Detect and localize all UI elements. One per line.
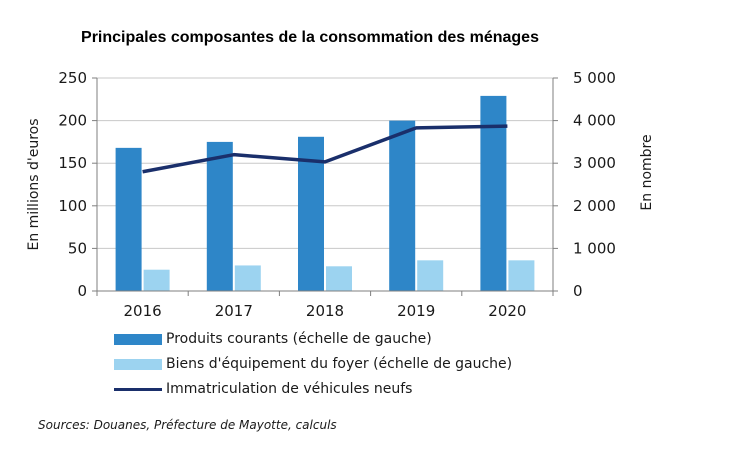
left-tick-label: 100 [58, 197, 87, 215]
source-note: Sources: Douanes, Préfecture de Mayotte,… [38, 418, 337, 432]
legend-line-immatriculation [114, 388, 162, 391]
left-tick-label: 250 [58, 69, 87, 87]
left-tick-label: 150 [58, 154, 87, 172]
line-series [142, 124, 508, 174]
bar-biens-equipement-2018 [326, 266, 352, 291]
legend: Produits courants (échelle de gauche) Bi… [110, 327, 610, 402]
right-tick-label: 1 000 [573, 239, 616, 257]
legend-item-immatriculation: Immatriculation de véhicules neufs [110, 377, 610, 402]
bar-produits-courants-2020 [480, 95, 507, 291]
bar-produits-courants-2016 [115, 147, 142, 291]
chart-title: Principales composantes de la consommati… [81, 29, 539, 46]
legend-label-biens-equipement: Biens d'équipement du foyer (échelle de … [166, 356, 513, 372]
legend-label-immatriculation: Immatriculation de véhicules neufs [166, 381, 413, 397]
x-tick-label: 2019 [397, 302, 435, 320]
right-tick-label: 0 [573, 282, 583, 300]
legend-swatch-produits-courants [114, 334, 162, 345]
line-immatriculation [142, 124, 508, 174]
x-tick-label: 2017 [215, 302, 253, 320]
axes [92, 77, 558, 296]
bar-biens-equipement-2017 [234, 265, 261, 291]
bar-biens-equipement-2019 [417, 260, 444, 291]
tick-labels: 0 50 100 150 200 250 0 1 000 2 000 3 000 4 000 5 00… [26, 69, 655, 320]
left-tick-label: 50 [68, 239, 87, 257]
bar-produits-courants-2019 [389, 120, 416, 291]
legend-label-produits-courants: Produits courants (échelle de gauche) [166, 331, 432, 347]
x-tick-label: 2020 [488, 302, 526, 320]
right-tick-label: 5 000 [573, 69, 616, 87]
legend-swatch-biens-equipement [114, 359, 162, 370]
bar-biens-equipement-2020 [508, 260, 535, 291]
legend-item-biens-equipement: Biens d'équipement du foyer (échelle de … [110, 352, 610, 377]
bars [115, 95, 535, 291]
left-axis-title: En millions d'euros [26, 118, 42, 250]
left-tick-label: 200 [58, 112, 87, 130]
bar-biens-equipement-2016 [143, 269, 170, 291]
right-tick-label: 2 000 [573, 197, 616, 215]
right-axis-title: En nombre [639, 134, 655, 210]
left-tick-label: 0 [77, 282, 87, 300]
bar-produits-courants-2017 [206, 141, 233, 291]
right-tick-label: 3 000 [573, 154, 616, 172]
legend-item-produits-courants: Produits courants (échelle de gauche) [110, 327, 610, 352]
right-tick-label: 4 000 [573, 112, 616, 130]
x-tick-label: 2018 [306, 302, 344, 320]
x-tick-label: 2016 [124, 302, 162, 320]
